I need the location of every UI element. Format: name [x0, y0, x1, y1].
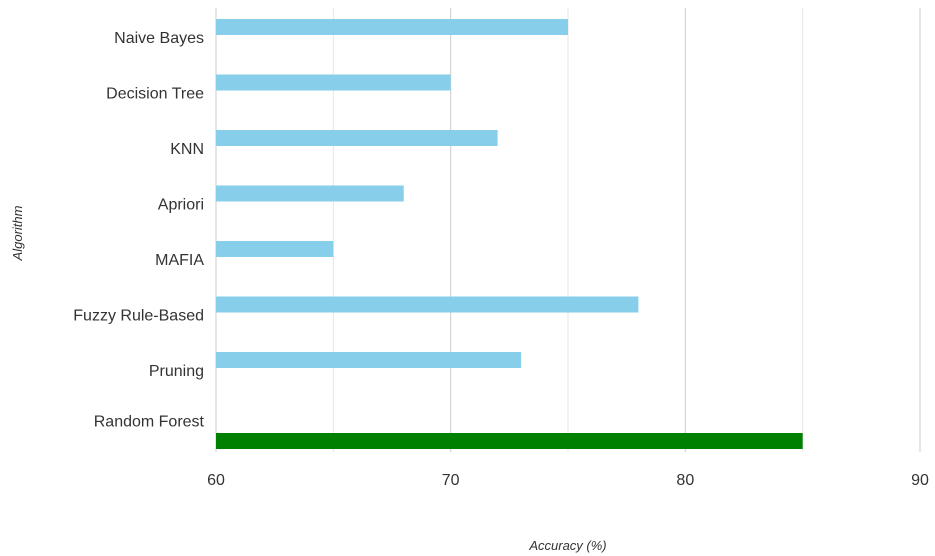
- bars-layer: [216, 19, 803, 449]
- x-tick-label: 70: [442, 472, 460, 489]
- bar-mafia: [216, 241, 334, 257]
- category-labels: Naive Bayes Decision Tree KNN Apriori MAFIA F…: [73, 30, 204, 431]
- x-tick-label: 60: [207, 472, 225, 489]
- bar-naive-bayes: [216, 19, 568, 35]
- x-tick-label: 90: [911, 472, 929, 489]
- category-label: Random Forest: [94, 414, 205, 431]
- bar-apriori: [216, 185, 404, 202]
- y-axis-title: Algorithm: [10, 205, 25, 261]
- category-label: Pruning: [149, 363, 204, 380]
- x-axis-title: Accuracy (%): [528, 538, 606, 553]
- category-label: Fuzzy Rule-Based: [73, 308, 204, 325]
- bar-knn: [216, 130, 498, 146]
- category-label: MAFIA: [155, 252, 204, 269]
- bar-fuzzy-rule-based: [216, 296, 639, 313]
- x-tick-labels: 60 70 80 90: [207, 472, 929, 489]
- x-tick-label: 80: [676, 472, 694, 489]
- category-label: Apriori: [158, 197, 204, 214]
- category-label: KNN: [170, 141, 204, 158]
- category-label: Decision Tree: [106, 86, 204, 103]
- bar-decision-tree: [216, 74, 451, 91]
- bar-random-forest: [216, 433, 803, 449]
- category-label: Naive Bayes: [114, 30, 204, 47]
- bar-pruning: [216, 352, 522, 368]
